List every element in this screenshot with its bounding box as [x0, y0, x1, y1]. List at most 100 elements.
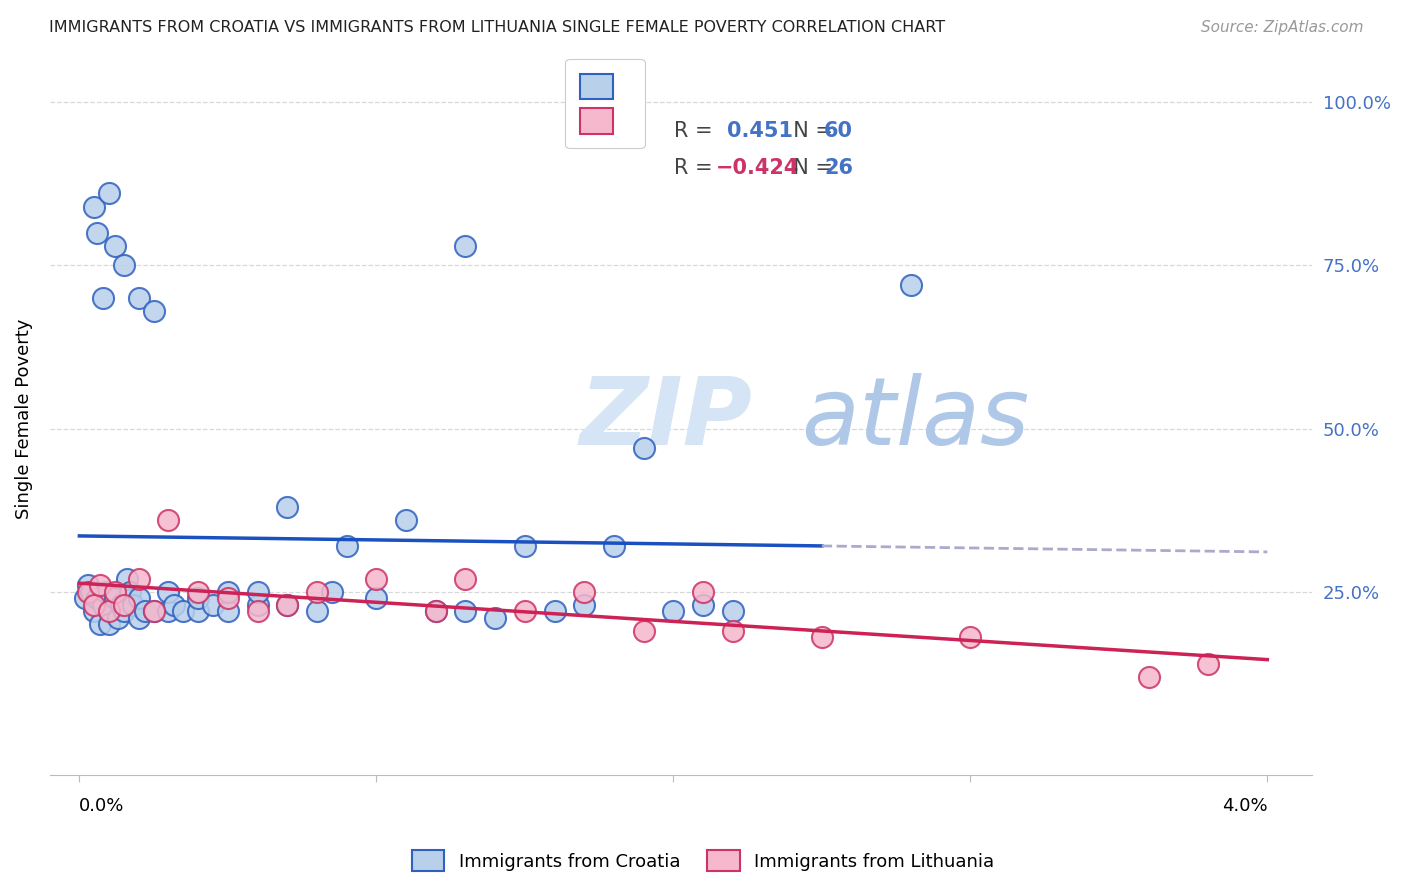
Point: [142, 604, 165, 618]
Legend: Immigrants from Croatia, Immigrants from Lithuania: Immigrants from Croatia, Immigrants from…: [405, 843, 1001, 879]
Point: [603, 539, 626, 553]
Point: [104, 238, 127, 252]
Point: [77, 578, 100, 592]
Point: [112, 258, 135, 272]
Point: [83, 598, 105, 612]
Point: [128, 572, 150, 586]
Point: [83, 200, 105, 214]
Text: 0.0%: 0.0%: [79, 797, 125, 815]
Point: [98, 604, 121, 618]
Point: [112, 604, 135, 618]
Point: [366, 591, 388, 606]
Point: [246, 598, 269, 612]
Point: [163, 598, 186, 612]
Point: [513, 604, 536, 618]
Point: [94, 584, 117, 599]
Point: [77, 584, 100, 599]
Point: [276, 598, 298, 612]
Point: [115, 572, 138, 586]
Point: [142, 304, 165, 318]
Text: R =: R =: [673, 120, 725, 141]
Point: [112, 598, 135, 612]
Point: [217, 584, 239, 599]
Point: [484, 611, 506, 625]
Point: [128, 591, 150, 606]
Text: N =: N =: [780, 120, 841, 141]
Point: [98, 186, 121, 201]
Text: N =: N =: [780, 158, 841, 178]
Point: [118, 584, 141, 599]
Point: [128, 611, 150, 625]
Point: [172, 604, 194, 618]
Point: [305, 604, 328, 618]
Point: [86, 591, 108, 606]
Point: [1137, 669, 1160, 683]
Point: [142, 604, 165, 618]
Point: [276, 500, 298, 514]
Point: [157, 584, 180, 599]
Point: [276, 598, 298, 612]
Point: [425, 604, 447, 618]
Point: [187, 604, 209, 618]
Point: [692, 598, 714, 612]
Point: [721, 624, 744, 638]
Point: [336, 539, 359, 553]
Point: [1197, 657, 1219, 671]
Point: [104, 591, 127, 606]
Text: 4.0%: 4.0%: [1222, 797, 1267, 815]
Point: [98, 604, 121, 618]
Point: [662, 604, 685, 618]
Point: [83, 604, 105, 618]
Point: [110, 598, 132, 612]
Point: [513, 539, 536, 553]
Point: [900, 277, 922, 292]
Point: [134, 604, 156, 618]
Point: [89, 578, 111, 592]
Point: [187, 591, 209, 606]
Point: [366, 572, 388, 586]
Point: [246, 584, 269, 599]
Text: IMMIGRANTS FROM CROATIA VS IMMIGRANTS FROM LITHUANIA SINGLE FEMALE POVERTY CORRE: IMMIGRANTS FROM CROATIA VS IMMIGRANTS FR…: [49, 20, 945, 35]
Text: −0.424: −0.424: [716, 158, 799, 178]
Point: [128, 291, 150, 305]
Point: [246, 604, 269, 618]
Point: [633, 624, 655, 638]
Point: [98, 617, 121, 632]
Point: [121, 598, 143, 612]
Point: [157, 604, 180, 618]
Point: [91, 291, 114, 305]
Point: [80, 584, 103, 599]
Y-axis label: Single Female Poverty: Single Female Poverty: [15, 318, 32, 519]
Point: [959, 631, 981, 645]
Point: [574, 598, 596, 612]
Point: [91, 598, 114, 612]
Point: [157, 513, 180, 527]
Point: [305, 584, 328, 599]
Point: [454, 572, 477, 586]
Point: [89, 617, 111, 632]
Point: [217, 604, 239, 618]
Point: [454, 238, 477, 252]
Text: 0.451: 0.451: [727, 120, 793, 141]
Text: R =: R =: [673, 158, 718, 178]
Point: [187, 584, 209, 599]
Text: Source: ZipAtlas.com: Source: ZipAtlas.com: [1201, 20, 1364, 35]
Point: [86, 226, 108, 240]
Point: [75, 591, 97, 606]
Text: 26: 26: [824, 158, 853, 178]
Point: [721, 604, 744, 618]
Point: [425, 604, 447, 618]
Point: [811, 631, 834, 645]
Point: [202, 598, 225, 612]
Point: [395, 513, 418, 527]
Point: [633, 441, 655, 455]
Legend: , : ,: [565, 59, 644, 148]
Text: atlas: atlas: [800, 373, 1029, 464]
Point: [574, 584, 596, 599]
Point: [454, 604, 477, 618]
Point: [321, 584, 343, 599]
Point: [104, 584, 127, 599]
Text: ZIP: ZIP: [579, 373, 752, 465]
Point: [217, 591, 239, 606]
Text: 60: 60: [824, 120, 853, 141]
